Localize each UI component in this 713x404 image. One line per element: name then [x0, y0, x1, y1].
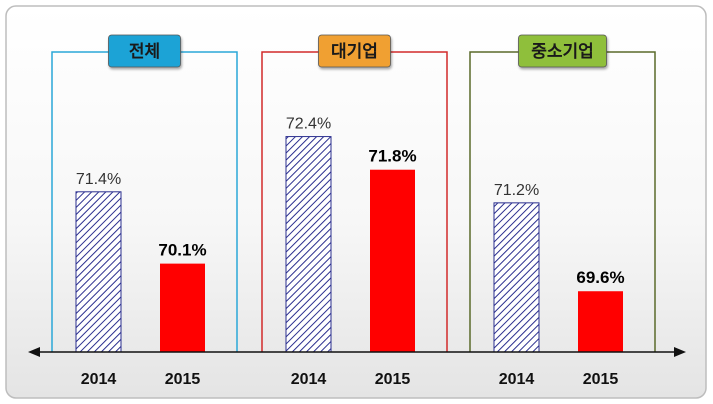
data-label: 71.8% — [368, 147, 416, 166]
bar-2015 — [370, 169, 415, 352]
bar-2014 — [493, 202, 540, 353]
category-tick-label: 2014 — [81, 371, 117, 388]
category-tick-label: 2014 — [499, 371, 535, 388]
group-label: 대기업 — [331, 42, 378, 62]
data-label: 71.2% — [494, 182, 539, 199]
axis-arrow-left — [28, 347, 40, 357]
bar-2015 — [578, 291, 623, 352]
axis-arrow-right — [674, 347, 686, 357]
data-label: 70.1% — [158, 241, 206, 260]
data-label: 72.4% — [286, 116, 331, 133]
category-tick-label: 2015 — [165, 371, 201, 388]
category-tick-label: 2015 — [583, 371, 619, 388]
group-label: 전체 — [129, 42, 160, 62]
group-label: 중소기업 — [531, 42, 594, 62]
data-label: 71.4% — [76, 171, 121, 188]
bar-2014 — [285, 136, 332, 353]
bar-2015 — [160, 263, 205, 352]
category-tick-label: 2014 — [291, 371, 327, 388]
bar-2014 — [75, 191, 122, 353]
group-badge — [108, 34, 181, 68]
group-badge — [518, 34, 607, 68]
category-tick-label: 2015 — [375, 371, 411, 388]
data-label: 69.6% — [576, 268, 624, 287]
group-badge — [318, 34, 391, 68]
